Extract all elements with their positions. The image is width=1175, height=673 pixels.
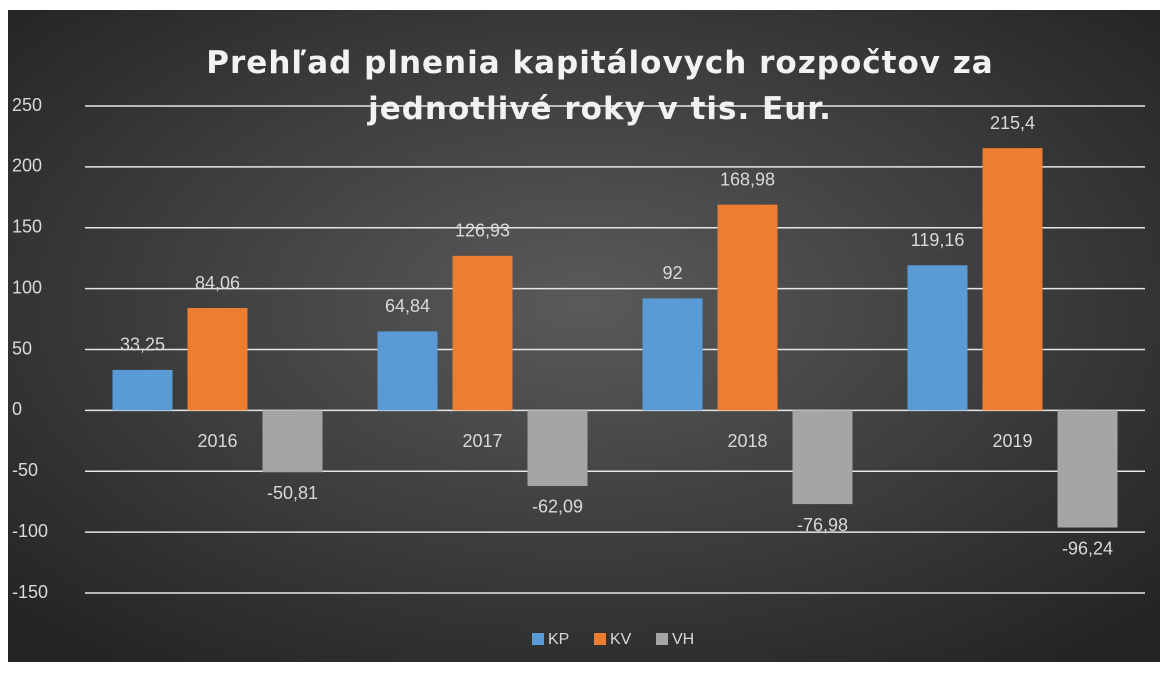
bar <box>907 265 968 411</box>
bar <box>377 331 438 411</box>
x-tick-label: 2018 <box>727 431 767 451</box>
y-tick-label: 200 <box>12 156 42 176</box>
x-tick-label: 2016 <box>197 431 237 451</box>
legend-label: KV <box>610 631 632 648</box>
data-label: 119,16 <box>911 230 965 250</box>
legend-swatch <box>656 633 668 645</box>
bar <box>792 410 853 505</box>
chart-title: Prehľad plnenia kapitálovych rozpočtov z… <box>206 45 994 127</box>
bar <box>527 410 588 486</box>
bar <box>112 369 173 411</box>
bar <box>187 308 248 411</box>
bar <box>262 410 323 473</box>
data-label: 33,25 <box>120 335 165 355</box>
y-tick-label: 100 <box>12 277 42 297</box>
x-tick-label: 2017 <box>462 431 502 451</box>
legend-swatch <box>594 633 606 645</box>
data-label: 215,4 <box>990 113 1035 133</box>
y-tick-label: -150 <box>12 582 48 602</box>
y-tick-label: 250 <box>12 95 42 115</box>
bar <box>1057 410 1118 528</box>
data-label: 64,84 <box>385 296 430 316</box>
x-tick-label: 2019 <box>992 431 1032 451</box>
data-label: 168,98 <box>720 169 775 189</box>
data-label: -76,98 <box>797 515 848 535</box>
bar <box>717 204 778 411</box>
legend-label: KP <box>548 631 569 648</box>
y-tick-label: 50 <box>12 338 32 358</box>
y-tick-label: -100 <box>12 521 48 541</box>
data-label: -96,24 <box>1062 538 1113 558</box>
data-label: -62,09 <box>532 497 583 517</box>
data-label: 92 <box>662 263 682 283</box>
bar <box>642 298 703 411</box>
data-label: 126,93 <box>455 221 510 241</box>
bar <box>982 148 1043 411</box>
legend-swatch <box>532 633 544 645</box>
bar <box>452 255 513 411</box>
y-tick-label: -50 <box>12 460 38 480</box>
y-tick-label: 0 <box>12 399 22 419</box>
legend-label: VH <box>672 631 694 648</box>
data-label: 84,06 <box>195 273 240 293</box>
y-tick-label: 150 <box>12 217 42 237</box>
data-label: -50,81 <box>267 483 318 503</box>
